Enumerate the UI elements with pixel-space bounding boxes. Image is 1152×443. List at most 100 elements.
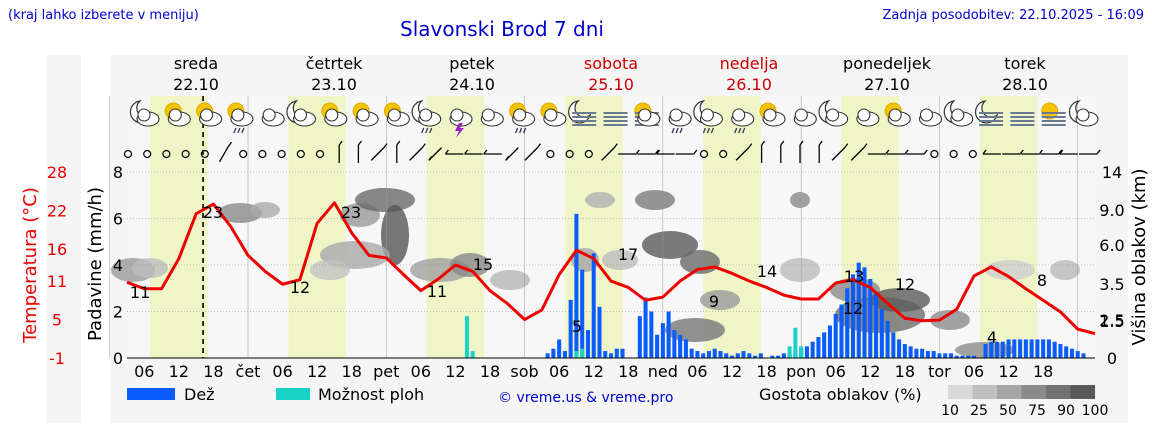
x-tick-label: 18 bbox=[1033, 362, 1053, 381]
temp-tick-label: 22 bbox=[47, 201, 67, 220]
cloud-blob bbox=[450, 253, 490, 277]
legend-density-swatch bbox=[997, 385, 1022, 399]
x-day-label: čet bbox=[236, 362, 261, 381]
wind-calm-icon bbox=[719, 149, 728, 159]
temperature-label: 11 bbox=[427, 282, 447, 301]
temp-tick-label: 5 bbox=[52, 311, 62, 330]
cloud-puff bbox=[732, 108, 746, 122]
cloud-puff bbox=[951, 108, 965, 122]
rain-bar bbox=[920, 348, 925, 358]
cloud-puff bbox=[262, 108, 276, 122]
rain-bar bbox=[839, 304, 844, 358]
x-tick-label: 12 bbox=[722, 362, 742, 381]
cloud-height-tick-label: 14 bbox=[1102, 163, 1122, 182]
wind-barb-tick bbox=[844, 143, 849, 149]
daylight-band bbox=[979, 96, 1038, 358]
sun-cloud-icon bbox=[884, 102, 911, 127]
legend-density-swatch bbox=[1070, 385, 1095, 399]
wind-calm-icon bbox=[968, 149, 977, 159]
wind-barb-tick bbox=[799, 140, 804, 146]
rain-bar bbox=[614, 348, 619, 358]
cloud-puff bbox=[293, 108, 308, 122]
cloud-icon bbox=[793, 108, 817, 127]
wind-calm-icon bbox=[584, 149, 593, 159]
rain-bar bbox=[568, 299, 573, 358]
legend-density-swatch bbox=[1021, 385, 1046, 399]
legend-density-step: 10 bbox=[941, 403, 959, 419]
rain-drop bbox=[671, 127, 675, 134]
daylight-band bbox=[150, 96, 208, 358]
legend-density-swatch bbox=[948, 385, 973, 399]
wind-barb-icon bbox=[370, 147, 385, 161]
rain-bar bbox=[1041, 339, 1046, 358]
rain-bar bbox=[966, 355, 971, 358]
temp-tick-label: 16 bbox=[47, 240, 67, 259]
rain-drop bbox=[679, 127, 683, 134]
cloud-blob bbox=[700, 290, 740, 310]
cloud-height-tick-label: 3.5 bbox=[1099, 275, 1124, 294]
temperature-label: 5 bbox=[572, 317, 582, 336]
rain-drop bbox=[233, 127, 237, 134]
cloud-blob bbox=[355, 188, 415, 212]
rain-bar bbox=[827, 325, 832, 358]
wind-calm-icon bbox=[123, 149, 133, 159]
wind-barb-tick bbox=[656, 149, 661, 155]
day-name: sobota bbox=[584, 54, 638, 73]
cloud-blob bbox=[132, 258, 168, 278]
cloud-puff bbox=[888, 108, 902, 122]
moon-cloud-icon bbox=[943, 100, 974, 127]
x-tick-label: 12 bbox=[998, 362, 1018, 381]
day-date: 27.10 bbox=[864, 75, 910, 94]
sun-cloud-icon bbox=[352, 102, 379, 127]
rain-bar bbox=[753, 355, 758, 358]
cloud-puff bbox=[325, 108, 339, 122]
wind-calm-icon bbox=[143, 149, 152, 159]
wind-barb-icon bbox=[735, 147, 750, 161]
rain-bar bbox=[1029, 339, 1034, 358]
cloud-blob bbox=[310, 260, 350, 280]
cloud-thunder-icon bbox=[449, 108, 473, 138]
temp-tick-label: 28 bbox=[47, 163, 67, 182]
wind-barb-tick bbox=[483, 149, 488, 155]
wind-barb-tick bbox=[396, 140, 401, 146]
rain-drop bbox=[710, 127, 715, 134]
x-tick-label: 06 bbox=[272, 362, 292, 381]
precip-tick-label: 0 bbox=[113, 349, 123, 368]
cloud-puff bbox=[857, 108, 871, 122]
cloud-rain-icon bbox=[668, 108, 692, 134]
rain-bar bbox=[925, 351, 930, 358]
wind-barb-tick bbox=[818, 140, 823, 146]
rain-bar bbox=[862, 267, 867, 358]
wind-barb-tick bbox=[904, 149, 909, 155]
cloud-puff bbox=[200, 108, 214, 122]
rain-bar bbox=[948, 353, 953, 358]
wind-barb-icon bbox=[850, 147, 865, 161]
rain-bar bbox=[1075, 351, 1080, 358]
rain-bar bbox=[850, 274, 856, 358]
legend-density-step: 50 bbox=[999, 403, 1017, 419]
rain-bar bbox=[856, 262, 861, 358]
moon-cloud-icon bbox=[286, 100, 317, 127]
wind-barb-tick bbox=[464, 149, 469, 155]
wind-calm-icon bbox=[546, 149, 555, 159]
x-tick-label: 18 bbox=[756, 362, 776, 381]
rain-bar bbox=[729, 355, 735, 358]
rain-bar bbox=[983, 344, 988, 358]
daylight-band bbox=[703, 96, 761, 358]
wind-calm-icon bbox=[565, 149, 574, 159]
sun-fog-icon bbox=[1041, 102, 1066, 126]
cloud-icon bbox=[856, 108, 880, 127]
rain-bar bbox=[1000, 341, 1005, 358]
showers-bar bbox=[574, 351, 579, 358]
rain-bar bbox=[557, 339, 562, 358]
day-date: 28.10 bbox=[1002, 75, 1048, 94]
cloud-puff bbox=[137, 108, 151, 122]
sun-cloud-icon bbox=[321, 102, 348, 127]
rain-bar bbox=[689, 348, 694, 358]
wind-calm-icon bbox=[315, 149, 325, 159]
cloud-height-axis-title: Višina oblakov (km) bbox=[1129, 168, 1150, 345]
wind-barb-tick bbox=[635, 149, 640, 155]
rain-bar bbox=[585, 330, 590, 358]
temperature-label: 23 bbox=[203, 203, 223, 222]
